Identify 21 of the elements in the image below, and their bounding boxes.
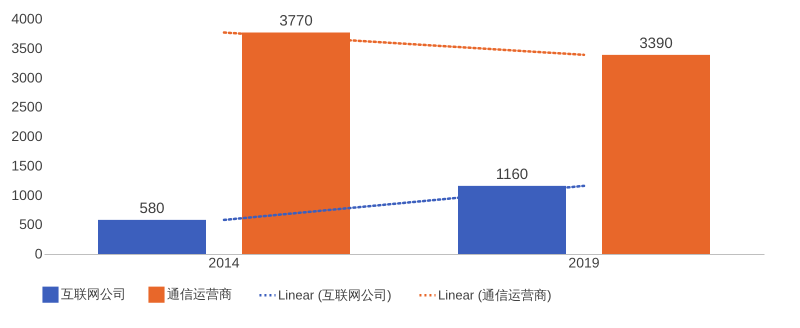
data-label: 3770	[279, 12, 313, 30]
y-tick-label: 3500	[11, 40, 43, 56]
legend-label: 通信运营商	[167, 286, 232, 302]
legend-label: Linear (互联网公司)	[278, 287, 392, 302]
bar	[98, 220, 206, 254]
bar	[602, 54, 710, 254]
y-tick-label: 1500	[11, 157, 43, 174]
y-tick-label: 4000	[11, 10, 43, 26]
data-label: 580	[139, 200, 165, 217]
y-tick-label: 2000	[11, 128, 43, 144]
legend-label: Linear (通信运营商)	[438, 287, 552, 302]
legend-label: 互联网公司	[61, 286, 126, 302]
y-tick-label: 500	[19, 216, 43, 232]
data-label: 3390	[639, 34, 673, 52]
y-tick-label: 2500	[11, 98, 43, 115]
y-tick-label: 3000	[11, 69, 43, 86]
y-tick-label: 1000	[11, 186, 43, 203]
data-label: 1160	[496, 166, 528, 183]
y-tick-label: 0	[34, 246, 43, 262]
x-tick-label: 2014	[208, 254, 240, 270]
x-tick-label: 2019	[568, 254, 600, 270]
